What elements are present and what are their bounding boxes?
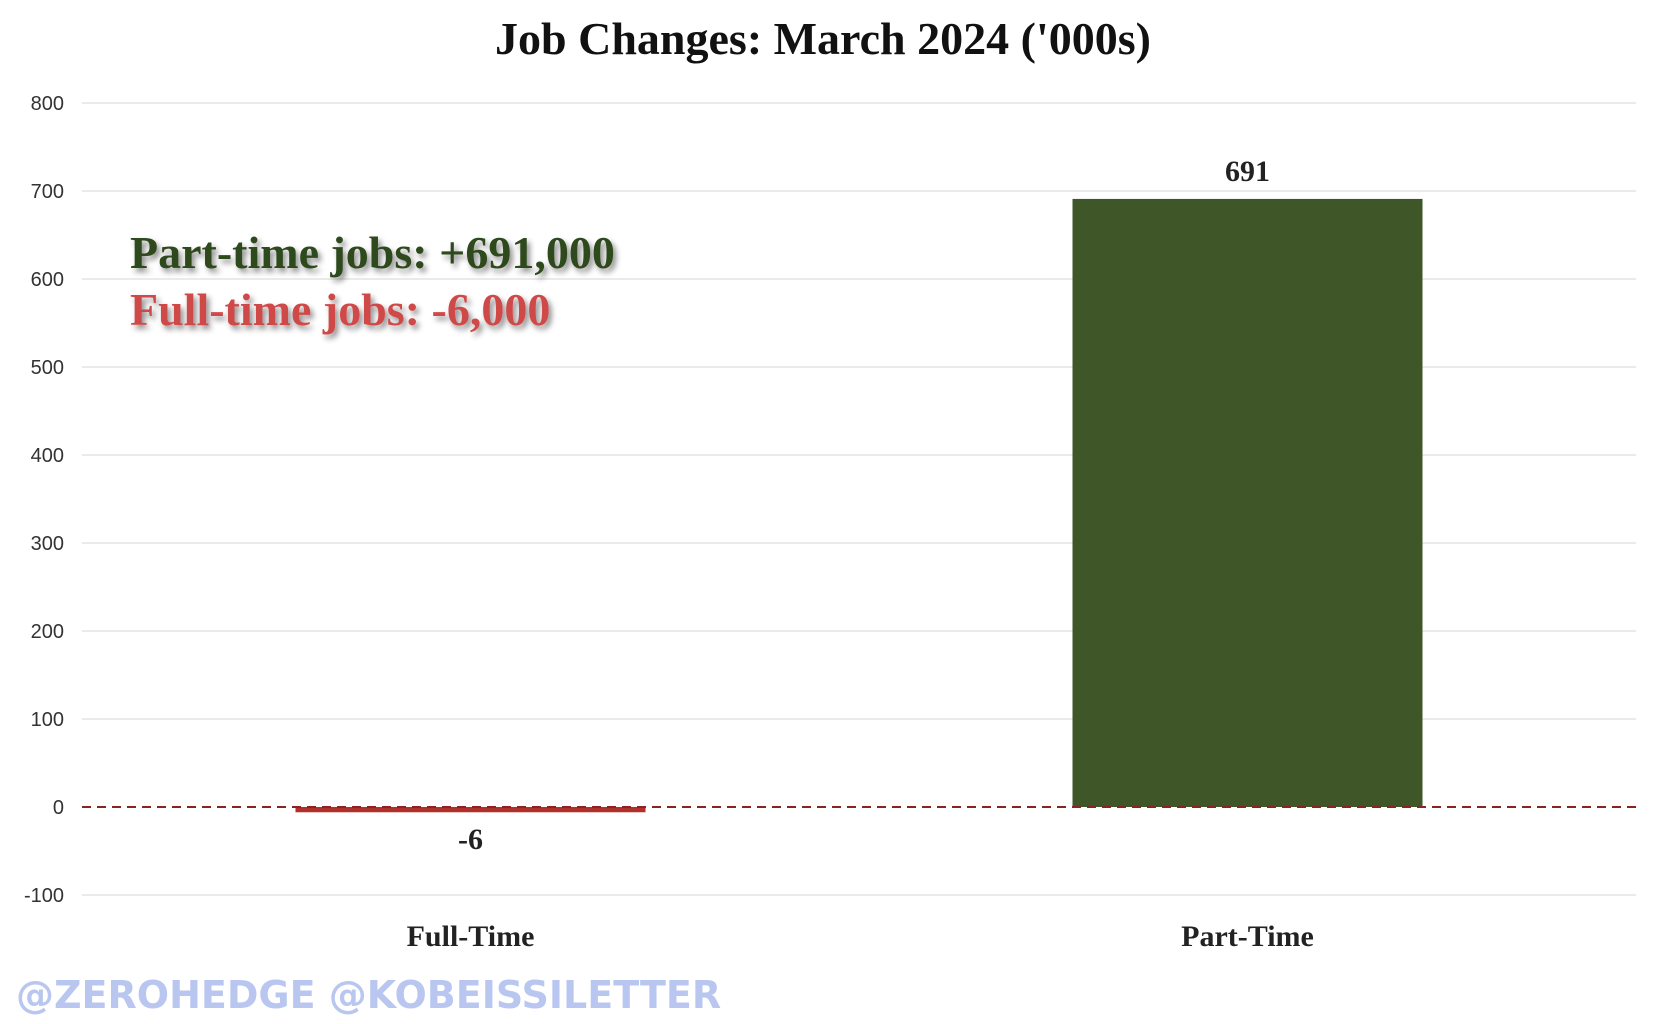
y-tick-label: 700 [31,181,64,203]
y-axis-ticks: 800 700 600 500 400 300 200 100 0 -100 [24,93,64,907]
bar-part-time [1072,198,1423,808]
chart-title: Job Changes: March 2024 ('000s) [495,13,1151,64]
y-tick-label: 0 [53,797,64,819]
annotation-part-time: Part-time jobs: +691,000 [130,227,615,278]
y-tick-label: 400 [31,445,64,467]
data-label: -6 [458,823,483,856]
y-tick-label: 300 [31,533,64,555]
gridlines [82,102,1636,896]
annotations: Part-time jobs: +691,000 Full-time jobs:… [130,227,615,335]
y-tick-label: 500 [31,357,64,379]
y-tick-label: 600 [31,269,64,291]
x-axis-categories: Full-Time Part-Time [407,920,1314,953]
bars [295,198,1423,813]
bar-full-time [295,807,646,813]
y-tick-label: -100 [24,885,64,907]
watermark: @ZEROHEDGE @KOBEISSILETTER [16,973,721,1017]
annotation-full-time: Full-time jobs: -6,000 [130,284,550,335]
y-tick-label: 800 [31,93,64,115]
y-tick-label: 200 [31,621,64,643]
y-tick-label: 100 [31,709,64,731]
x-category-label: Part-Time [1181,920,1314,953]
data-labels: -6 691 [458,155,1270,856]
data-label: 691 [1225,155,1270,188]
x-category-label: Full-Time [407,920,535,953]
